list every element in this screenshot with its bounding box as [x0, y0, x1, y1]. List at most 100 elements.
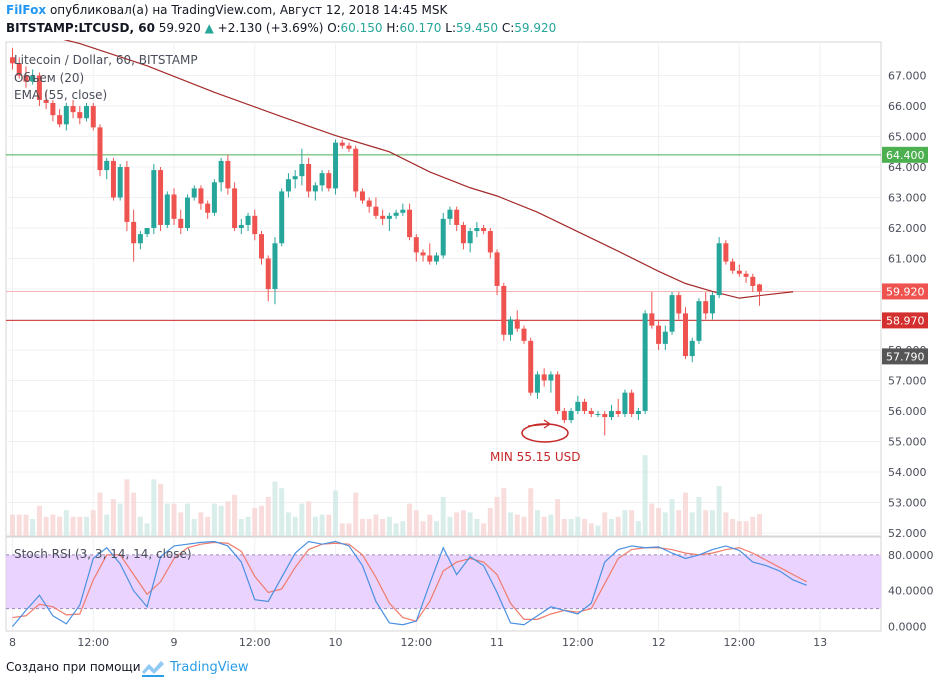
ema-legend: EMA (55, close): [14, 88, 108, 102]
candle-body: [622, 392, 628, 415]
close-value: 59.920: [514, 21, 557, 35]
volume-bar: [757, 514, 763, 536]
volume-bar: [359, 519, 365, 536]
volume-bar: [481, 523, 487, 536]
stoch-tick-label: 40.0000: [888, 585, 934, 598]
open-value: 60.150: [340, 21, 383, 35]
footer: Создано при помощи TradingView: [0, 652, 939, 688]
candle-body: [43, 99, 49, 103]
tradingview-logo-icon: [142, 661, 164, 677]
candle-body: [467, 231, 473, 244]
candle-body: [595, 414, 601, 416]
candle-body: [474, 228, 480, 232]
candle-body: [259, 234, 265, 259]
candle-body: [10, 57, 15, 64]
stoch-band: [6, 554, 881, 609]
candle-body: [117, 167, 123, 198]
price-tick-label: 56.000: [888, 405, 927, 418]
candle-body: [198, 188, 204, 204]
volume-bar: [548, 514, 554, 536]
volume-bar: [110, 499, 116, 536]
volume-bar: [144, 523, 150, 536]
candle-body: [743, 273, 749, 277]
price-tick-label: 53.000: [888, 496, 927, 509]
volume-bar: [259, 505, 265, 536]
candle-body: [689, 340, 695, 357]
volume-bar: [306, 501, 312, 536]
volume-bar: [649, 503, 655, 536]
volume-bar: [561, 519, 567, 536]
volume-bar: [730, 519, 736, 536]
time-tick-label: 8: [9, 636, 16, 649]
volume-bar: [514, 514, 520, 536]
volume-legend: Объем (20): [14, 71, 85, 85]
volume-bar: [184, 503, 190, 536]
volume-bar: [750, 516, 756, 536]
min-arrow-icon: [527, 419, 552, 429]
symbol-name: BITSTAMP:LTCUSD, 60: [6, 21, 155, 35]
price-change: +2.130 (+3.69%): [217, 21, 324, 35]
volume-bar: [440, 497, 446, 536]
volume-bar: [312, 516, 318, 536]
volume-bar: [218, 505, 224, 536]
candle-body: [218, 160, 224, 183]
volume-bar: [90, 510, 96, 536]
candle-body: [635, 410, 641, 415]
volume-bar: [211, 503, 217, 536]
volume-bar: [10, 514, 15, 536]
volume-bar: [683, 492, 688, 536]
volume-bar: [427, 514, 433, 536]
volume-bar: [400, 521, 406, 536]
volume-bar: [124, 479, 130, 536]
candle-body: [312, 185, 318, 192]
volume-bar: [252, 508, 258, 536]
candle-body: [588, 410, 594, 415]
volume-bar: [582, 519, 588, 536]
candle-body: [77, 112, 83, 119]
candle-body: [70, 106, 76, 113]
tradingview-brand-link[interactable]: TradingView: [170, 660, 249, 675]
volume-bar: [575, 516, 581, 536]
candle-body: [494, 252, 500, 286]
last-price: 59.920: [158, 21, 201, 35]
candle-body: [23, 75, 29, 82]
candle-body: [279, 191, 285, 244]
time-tick-label: 13: [813, 636, 827, 649]
change-arrow-icon: ▲: [204, 21, 214, 35]
volume-bar: [508, 512, 514, 536]
created-with-text: Создано при помощи: [6, 660, 141, 674]
volume-bar: [709, 510, 715, 536]
high-value: 60.170: [399, 21, 442, 35]
volume-bar: [339, 523, 345, 536]
volume-bar: [205, 516, 211, 536]
candle-body: [400, 209, 406, 213]
candle-body: [709, 295, 715, 314]
candle-body: [124, 167, 130, 222]
candle-body: [63, 106, 69, 125]
volume-bar: [97, 492, 103, 536]
publish-text: опубликовал(а) на TradingView.com, Авгус…: [49, 3, 448, 17]
volume-bar: [743, 521, 749, 536]
candle-body: [716, 243, 722, 296]
price-tick-label: 55.000: [888, 435, 927, 448]
candle-body: [205, 203, 211, 213]
volume-bar: [433, 521, 439, 536]
candle-body: [211, 182, 217, 213]
candle-body: [238, 224, 244, 229]
candle-body: [184, 197, 190, 229]
volume-bar: [137, 516, 143, 536]
author-name[interactable]: FilFox: [6, 3, 47, 17]
volume-bar: [703, 510, 709, 536]
volume-bar: [568, 519, 574, 536]
candle-body: [346, 145, 352, 149]
volume-bar: [30, 519, 36, 536]
candle-body: [245, 215, 251, 225]
volume-bar: [656, 508, 662, 536]
volume-bar: [696, 497, 702, 536]
candle-body: [366, 200, 372, 207]
candle-body: [649, 313, 655, 326]
price-chart[interactable]: MIN 55.15 USD 67.000 66.000 65.000 64.000 63…: [0, 40, 939, 652]
volume-bar: [353, 492, 359, 536]
volume-bar: [380, 519, 386, 536]
candle-body: [36, 75, 42, 100]
